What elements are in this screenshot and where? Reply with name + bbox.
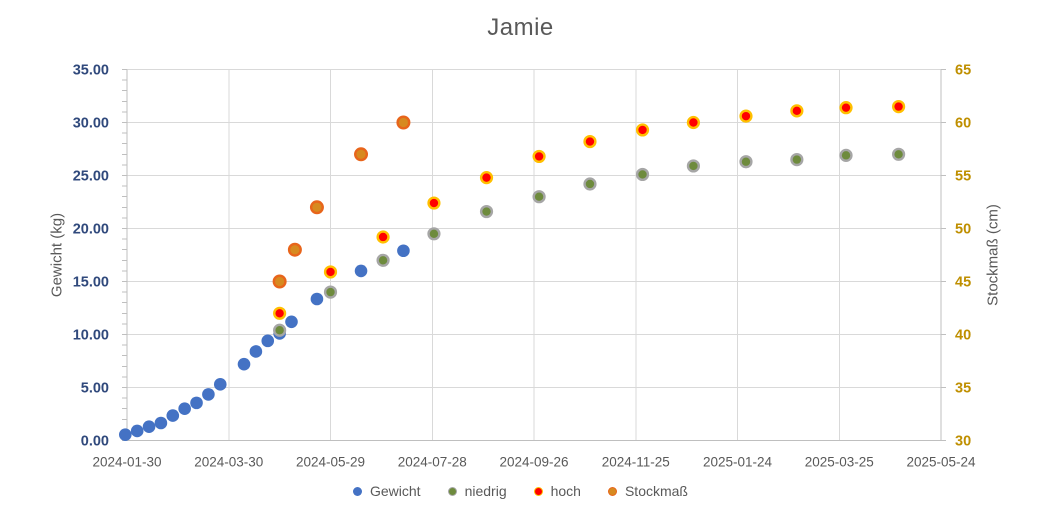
x-axis-tick-label: 2024-11-25 <box>602 455 670 470</box>
data-point-gewicht <box>249 345 263 358</box>
left-axis-tick-label: 0.00 <box>81 434 109 450</box>
data-point-niedrig <box>686 159 701 173</box>
data-point-gewicht <box>142 420 156 434</box>
data-point-niedrig <box>583 177 597 191</box>
data-point-gewicht <box>397 244 410 258</box>
legend-label-hoch: hoch <box>550 483 581 499</box>
data-point-niedrig <box>790 153 804 167</box>
right-axis-title: Stockmaß (cm) <box>984 204 1002 306</box>
left-axis-tick-label: 25.00 <box>73 169 109 185</box>
data-point-hoch <box>323 265 338 279</box>
x-axis-tick-label: 2024-03-30 <box>194 455 263 470</box>
x-axis-tick-label: 2025-01-24 <box>703 455 773 470</box>
chart-title: Jamie <box>487 14 554 41</box>
x-axis-tick-label: 2024-09-26 <box>499 455 568 470</box>
data-point-stockmass <box>287 242 302 257</box>
x-axis-tick-label: 2024-07-28 <box>398 455 467 470</box>
data-point-hoch <box>273 306 287 320</box>
data-point-gewicht <box>237 357 251 371</box>
right-axis-tick-label: 65 <box>955 63 971 79</box>
data-point-stockmass <box>396 115 411 130</box>
right-axis-tick-label: 60 <box>955 116 971 132</box>
right-axis-tick-label: 40 <box>955 328 971 344</box>
left-axis-tick-label: 15.00 <box>73 275 109 291</box>
data-point-gewicht <box>190 396 203 410</box>
data-point-gewicht <box>154 416 168 430</box>
right-axis-tick-label: 35 <box>955 381 971 397</box>
data-point-niedrig <box>739 155 753 169</box>
data-point-gewicht <box>202 388 215 401</box>
data-point-hoch <box>532 149 546 164</box>
data-point-hoch <box>892 99 906 114</box>
data-point-niedrig <box>273 323 287 337</box>
data-point-hoch <box>479 171 494 185</box>
data-point-stockmass <box>309 200 324 215</box>
data-point-hoch <box>427 196 441 210</box>
data-point-gewicht <box>285 315 298 329</box>
data-point-niedrig <box>376 253 390 267</box>
legend-marker-niedrig <box>447 486 457 496</box>
data-point-gewicht <box>213 378 227 391</box>
data-point-hoch <box>686 115 701 130</box>
data-point-niedrig <box>532 190 546 204</box>
legend-label-niedrig: niedrig <box>464 483 507 499</box>
right-axis-tick-label: 50 <box>955 222 971 238</box>
legend-label-stockmass: Stockmaß <box>624 483 688 499</box>
left-axis-tick-label: 10.00 <box>73 328 109 344</box>
legend-label-gewicht: Gewicht <box>370 483 421 499</box>
right-axis-tick-label: 55 <box>955 169 971 185</box>
data-point-gewicht <box>119 428 132 441</box>
data-point-niedrig <box>427 227 441 241</box>
data-point-stockmass <box>354 147 369 162</box>
data-point-hoch <box>583 134 597 149</box>
data-point-hoch <box>376 230 390 244</box>
data-point-niedrig <box>892 147 906 161</box>
x-axis-tick-label: 2024-05-29 <box>296 455 365 470</box>
data-point-stockmass <box>272 274 287 289</box>
data-point-gewicht <box>130 424 144 438</box>
data-point-gewicht <box>166 409 180 422</box>
legend-item-gewicht: Gewicht <box>353 483 421 499</box>
legend-marker-stockmass <box>607 486 617 496</box>
x-axis-tick-label: 2025-05-24 <box>906 455 976 470</box>
legend-item-hoch: hoch <box>533 483 581 499</box>
data-point-gewicht <box>310 292 324 306</box>
left-axis-tick-label: 5.00 <box>81 381 109 397</box>
legend-item-niedrig: niedrig <box>447 483 507 499</box>
data-point-hoch <box>790 104 804 118</box>
left-axis-tick-label: 20.00 <box>73 222 109 238</box>
left-axis-title: Gewicht (kg) <box>48 212 66 298</box>
left-axis-tick-label: 35.00 <box>73 63 109 79</box>
data-point-niedrig <box>479 204 494 219</box>
data-point-gewicht <box>178 402 191 416</box>
data-point-hoch <box>839 101 853 115</box>
legend-item-stockmass: Stockmaß <box>607 483 688 499</box>
legend-marker-hoch <box>533 486 543 496</box>
right-axis-tick-label: 45 <box>955 275 971 291</box>
legend-marker-gewicht <box>353 486 362 496</box>
x-axis-tick-label: 2024-01-30 <box>92 455 161 470</box>
data-point-niedrig <box>323 285 338 299</box>
data-point-niedrig <box>839 148 853 162</box>
x-axis-tick-label: 2025-03-25 <box>805 455 874 470</box>
data-point-gewicht <box>261 334 275 348</box>
data-point-hoch <box>635 123 650 137</box>
data-point-gewicht <box>354 264 368 278</box>
right-axis-tick-label: 30 <box>955 434 971 450</box>
data-point-niedrig <box>635 167 650 182</box>
chart-legend: Gewicht niedrig hoch Stockmaß <box>0 483 1041 499</box>
data-point-hoch <box>739 109 753 123</box>
left-axis-tick-label: 30.00 <box>73 116 109 132</box>
